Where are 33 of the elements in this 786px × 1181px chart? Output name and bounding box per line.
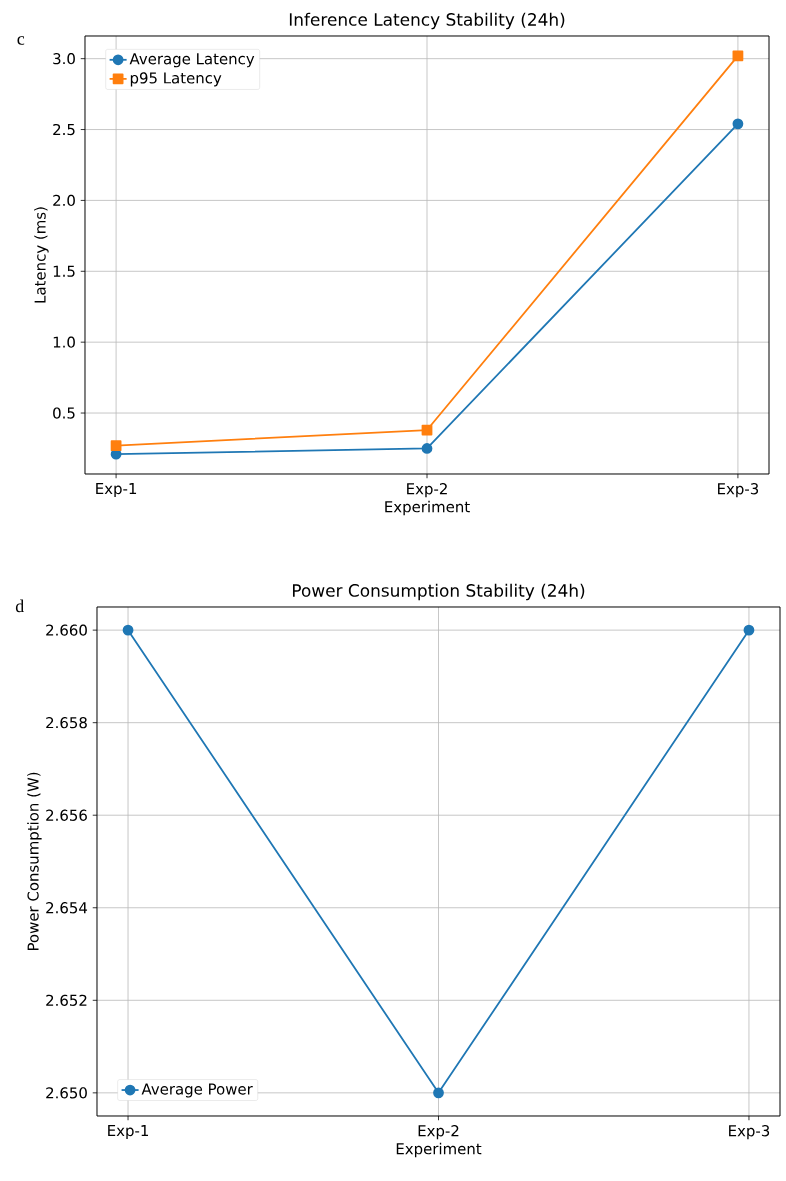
point (732, 50, 744, 62)
y-tick-label: 2.652 (46, 994, 87, 1006)
y-tick-label: 1.5 (53, 265, 75, 277)
point (421, 443, 433, 454)
legend-label: Average Latency (129, 53, 255, 68)
y-axis-title: Latency (ms) (34, 207, 49, 303)
y-tick-label: 0.5 (53, 407, 75, 419)
text: d (15, 599, 24, 613)
y-tick-label: 1.0 (53, 336, 75, 348)
chart-title: Power Consumption Stability (24h) (292, 583, 585, 601)
x-tick-label: Exp-2 (418, 1125, 459, 1140)
point (732, 118, 744, 130)
x-tick-label: Exp-3 (729, 1125, 770, 1140)
y-tick-label: 2.654 (46, 902, 88, 914)
y-tick-label: 2.0 (53, 194, 75, 207)
x-axis-title: Experiment (396, 1142, 482, 1158)
point (110, 440, 122, 452)
x-tick-label: Exp-3 (718, 483, 759, 498)
y-tick-label: 3.0 (53, 53, 75, 65)
y-axis-title: Power Consumption (W) (27, 772, 42, 951)
legend-label: p95 Latency (130, 72, 222, 87)
y-tick-label: 2.660 (46, 624, 87, 636)
x-axis-title: Experiment (385, 500, 470, 516)
x-tick-label: Exp-1 (108, 1125, 149, 1140)
chart-title: Inference Latency Stability (24h) (289, 12, 565, 30)
text: c (17, 36, 25, 45)
x-tick-label: Exp-1 (96, 483, 137, 498)
y-tick-label: 2.650 (46, 1087, 87, 1099)
legend-label: Average Power (141, 1083, 253, 1098)
y-tick-label: 2.656 (46, 809, 87, 821)
y-tick-label: 2.5 (53, 123, 75, 136)
x-tick-label: Exp-2 (407, 483, 447, 498)
y-tick-label: 2.658 (46, 717, 87, 729)
